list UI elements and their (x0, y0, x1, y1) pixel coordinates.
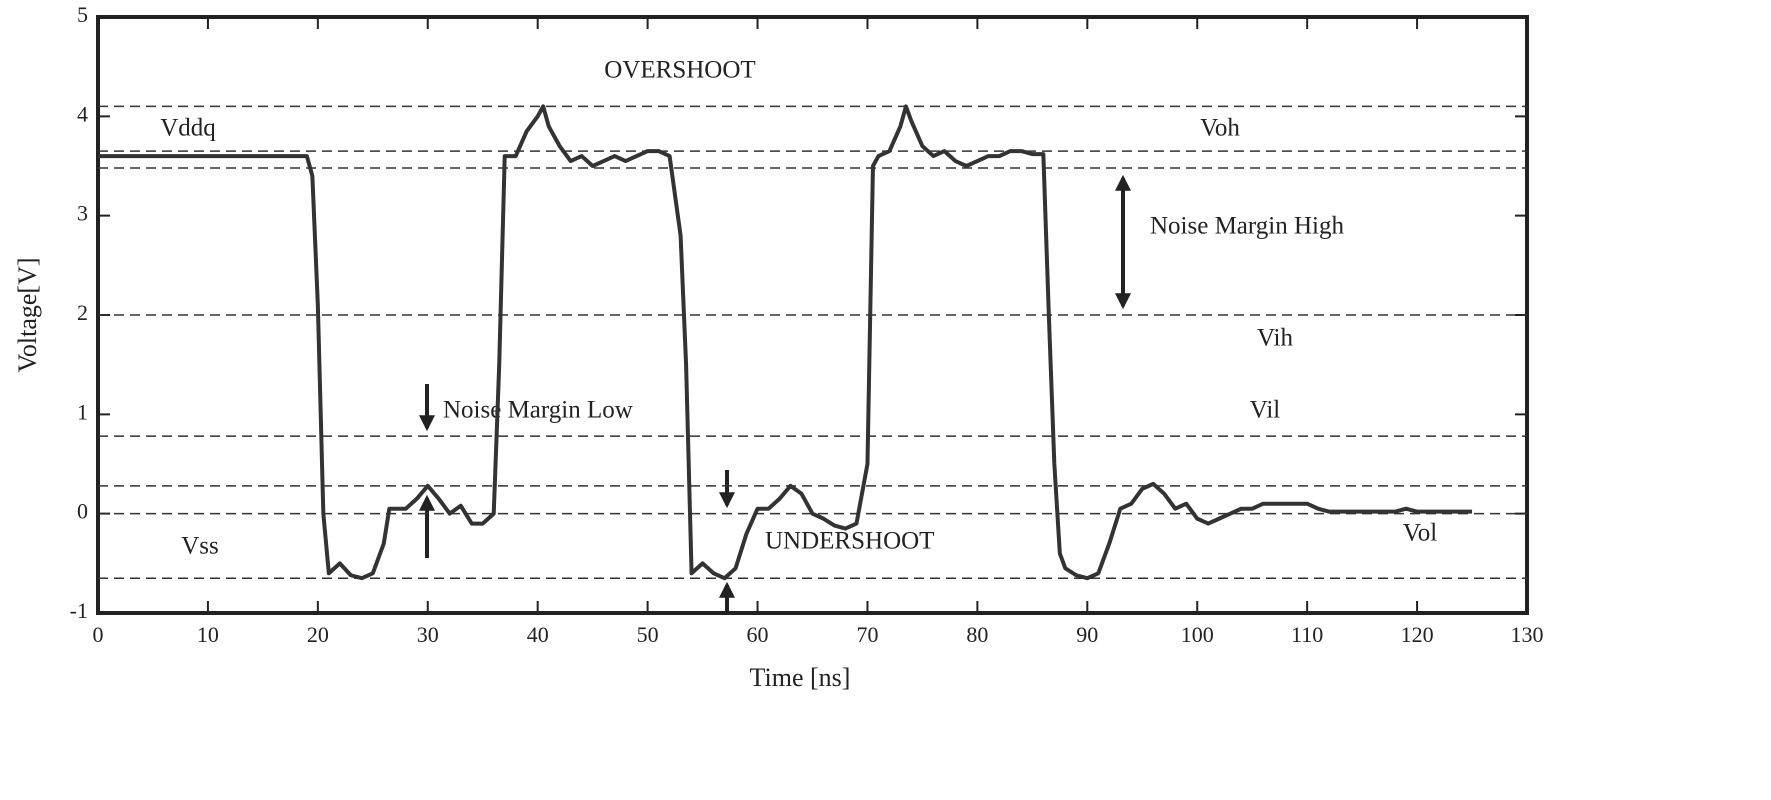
y-tick-label: 5 (77, 2, 88, 27)
x-tick-label: 70 (856, 622, 878, 647)
annotation: Vil (1250, 397, 1280, 424)
signal-line (98, 104, 1473, 581)
y-tick-label: 1 (77, 399, 88, 424)
x-tick-label: 20 (307, 622, 329, 647)
x-tick-label: 110 (1291, 622, 1323, 647)
annotation: Noise Margin Low (443, 397, 633, 424)
x-tick-label: 40 (527, 622, 549, 647)
x-tick-label: 0 (93, 622, 104, 647)
x-axis-label: Time [ns] (750, 663, 851, 692)
x-tick-label: 100 (1181, 622, 1214, 647)
x-tick-label: 130 (1511, 622, 1544, 647)
y-tick-label: 4 (77, 101, 88, 126)
annotation: Vol (1403, 520, 1437, 547)
x-tick-label: 30 (417, 622, 439, 647)
y-tick-label: 3 (77, 201, 88, 226)
annotation: Vss (181, 533, 219, 560)
annotation: Noise Margin High (1150, 213, 1344, 240)
x-tick-label: 60 (747, 622, 769, 647)
x-tick-label: 90 (1076, 622, 1098, 647)
x-tick-label: 120 (1401, 622, 1434, 647)
annotation: Voh (1200, 115, 1240, 142)
y-tick-label: 2 (77, 300, 88, 325)
annotation: UNDERSHOOT (765, 528, 934, 555)
annotation: OVERSHOOT (604, 57, 755, 84)
x-tick-label: 50 (637, 622, 659, 647)
y-tick-label: -1 (70, 598, 88, 623)
y-axis-label: Voltage[V] (13, 257, 42, 372)
x-tick-label: 80 (966, 622, 988, 647)
x-tick-label: 10 (197, 622, 219, 647)
annotation: Vih (1257, 325, 1293, 352)
annotation: Vddq (160, 115, 216, 142)
y-tick-label: 0 (77, 499, 88, 524)
